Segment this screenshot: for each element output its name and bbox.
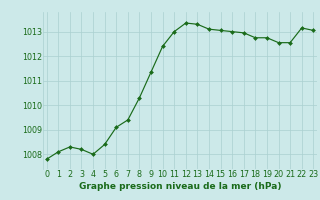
X-axis label: Graphe pression niveau de la mer (hPa): Graphe pression niveau de la mer (hPa) — [79, 182, 281, 191]
